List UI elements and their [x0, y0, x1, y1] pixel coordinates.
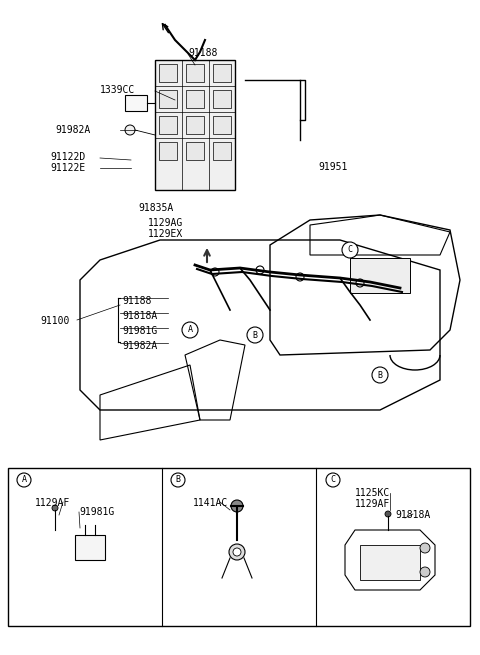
Circle shape [296, 273, 304, 281]
Bar [186, 116, 204, 134]
Text: 91818A: 91818A [395, 510, 430, 520]
Bar [186, 142, 204, 160]
Circle shape [229, 544, 245, 560]
Circle shape [372, 367, 388, 383]
Text: 1339CC: 1339CC [100, 85, 135, 95]
Bar [125, 95, 147, 111]
Bar [186, 64, 204, 82]
Circle shape [125, 125, 135, 135]
Text: 1141AC: 1141AC [193, 498, 228, 508]
Circle shape [17, 473, 31, 487]
Text: 91188: 91188 [122, 296, 151, 306]
Text: C: C [348, 246, 352, 255]
Bar [8, 468, 470, 626]
Bar [159, 142, 177, 160]
Circle shape [52, 505, 58, 511]
Circle shape [256, 266, 264, 274]
Bar [350, 258, 410, 293]
Text: A: A [22, 476, 26, 485]
Bar [155, 60, 235, 190]
Circle shape [231, 500, 243, 512]
Circle shape [233, 548, 241, 556]
Text: 91188: 91188 [188, 48, 217, 58]
Bar [186, 90, 204, 108]
Text: 91982A: 91982A [122, 341, 157, 351]
Circle shape [356, 279, 364, 287]
Bar [213, 64, 231, 82]
Circle shape [247, 327, 263, 343]
Circle shape [420, 567, 430, 577]
Text: 1125KC: 1125KC [355, 488, 390, 498]
Bar [213, 90, 231, 108]
Text: 91951: 91951 [318, 162, 348, 172]
Text: 91835A: 91835A [138, 203, 173, 213]
Text: 91100: 91100 [40, 316, 70, 326]
Bar [159, 116, 177, 134]
Bar [159, 90, 177, 108]
Circle shape [171, 473, 185, 487]
Circle shape [420, 543, 430, 553]
Bar [213, 142, 231, 160]
Text: 1129EX: 1129EX [148, 229, 183, 239]
Circle shape [211, 268, 219, 276]
Bar [75, 535, 105, 560]
Bar [360, 545, 420, 580]
Text: 91981G: 91981G [79, 507, 114, 517]
Text: 91122D: 91122D [50, 152, 85, 162]
Text: 91122E: 91122E [50, 163, 85, 173]
Circle shape [182, 322, 198, 338]
Text: B: B [252, 331, 257, 339]
Text: 91982A: 91982A [55, 125, 90, 135]
Text: 91818A: 91818A [122, 311, 157, 321]
Circle shape [385, 511, 391, 517]
Text: B: B [176, 476, 180, 485]
Text: B: B [377, 371, 383, 379]
Circle shape [326, 473, 340, 487]
Bar [213, 116, 231, 134]
Text: 1129AF: 1129AF [35, 498, 70, 508]
Bar [159, 64, 177, 82]
Text: 1129AF: 1129AF [355, 499, 390, 509]
Text: 91981G: 91981G [122, 326, 157, 336]
Text: 1129AG: 1129AG [148, 218, 183, 228]
Text: A: A [188, 326, 192, 335]
Text: C: C [331, 476, 336, 485]
Circle shape [342, 242, 358, 258]
